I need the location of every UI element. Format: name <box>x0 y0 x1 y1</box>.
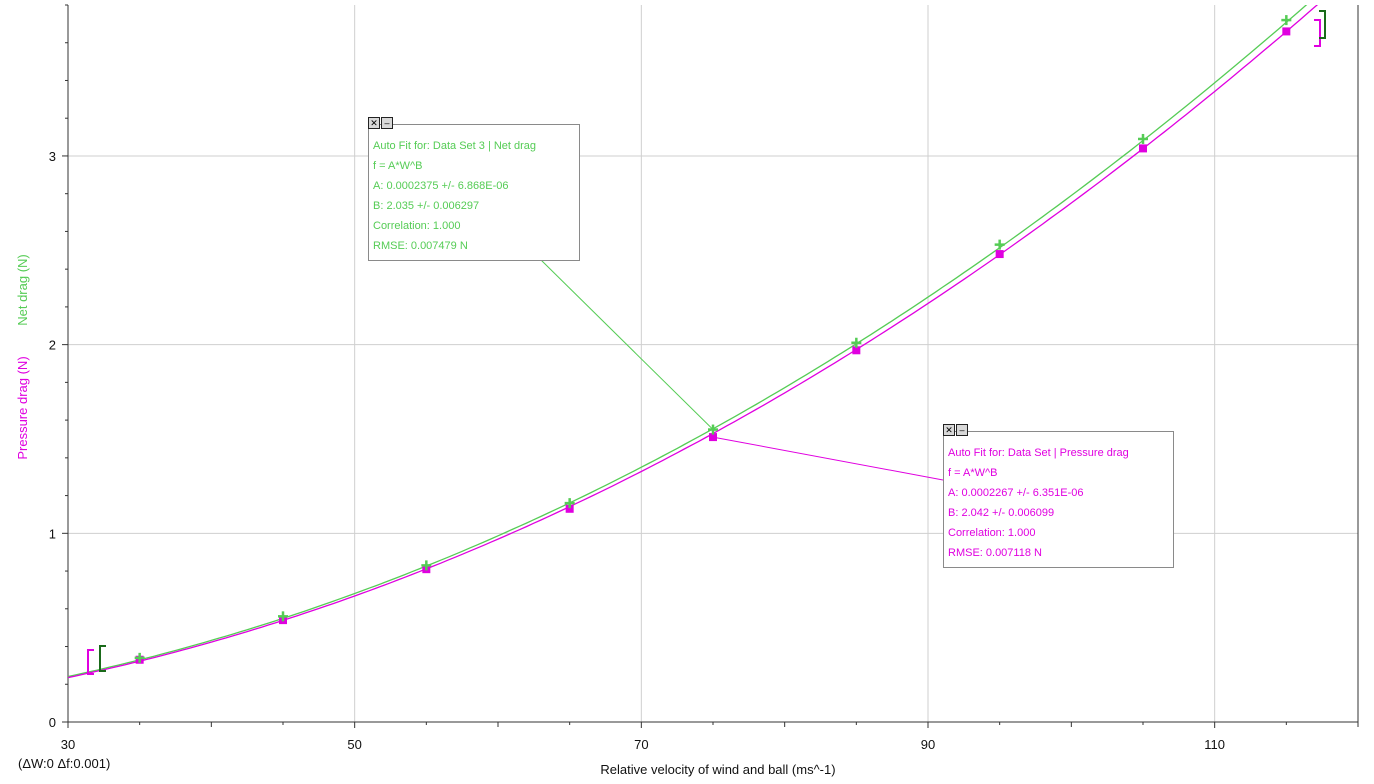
fit-title: Auto Fit for: Data Set | Pressure drag <box>948 447 1129 459</box>
fit-equation: f = A*W^B <box>948 467 998 479</box>
data-point-net-drag <box>278 611 288 622</box>
close-icon[interactable]: ✕ <box>943 424 955 436</box>
data-point-net-drag <box>1281 15 1292 26</box>
range-bracket <box>99 645 106 672</box>
tick-labels: 30 50 70 90 110 0 1 2 3 <box>49 149 1225 752</box>
data-points <box>134 15 1292 664</box>
range-bracket <box>1314 19 1321 47</box>
fit-param-b: B: 2.042 +/- 0.006099 <box>948 507 1055 519</box>
auto-fit-box-pressure-drag[interactable]: ✕ – Auto Fit for: Data Set | Pressure dr… <box>943 424 1174 568</box>
range-brackets <box>87 10 1326 675</box>
fit-connector <box>539 258 714 430</box>
y-tick-label: 1 <box>49 526 56 541</box>
fit-curve-pressure-drag <box>68 5 1319 679</box>
data-point-net-drag <box>851 337 862 348</box>
fit-correlation: Correlation: 1.000 <box>948 527 1036 539</box>
fit-param-a: A: 0.0002375 +/- 6.868E-06 <box>373 180 509 192</box>
fit-connector <box>712 436 944 481</box>
data-point-net-drag <box>994 239 1005 250</box>
y-tick-label: 2 <box>49 338 56 353</box>
fit-equation: f = A*W^B <box>373 160 423 172</box>
range-bracket <box>1319 10 1326 39</box>
auto-fit-box-net-drag[interactable]: ✕ – Auto Fit for: Data Set 3 | Net drag … <box>368 117 580 261</box>
fit-curve-net-drag <box>68 5 1308 678</box>
data-point-pressure-drag <box>565 504 574 513</box>
data-point-pressure-drag <box>1282 27 1291 36</box>
fit-rmse: RMSE: 0.007118 N <box>948 547 1042 559</box>
y-axis-title-pressure: Pressure drag (N) <box>15 356 30 459</box>
data-point-pressure-drag <box>995 250 1004 259</box>
x-axis-title: Relative velocity of wind and ball (ms^-… <box>600 762 835 777</box>
fit-curves <box>68 5 1319 679</box>
x-tick-label: 50 <box>347 737 361 752</box>
range-bracket <box>87 649 94 675</box>
fit-rmse: RMSE: 0.007479 N <box>373 240 468 252</box>
fit-connectors <box>539 258 944 481</box>
fit-correlation: Correlation: 1.000 <box>373 220 461 232</box>
x-tick-label: 90 <box>921 737 935 752</box>
grid <box>68 5 1358 722</box>
minimize-icon[interactable]: – <box>381 117 393 129</box>
data-point-pressure-drag <box>709 433 717 442</box>
y-tick-label: 0 <box>49 715 56 730</box>
status-delta-readout: (ΔW:0 Δf:0.001) <box>18 756 111 771</box>
fit-param-b: B: 2.035 +/- 0.006297 <box>373 200 480 212</box>
x-tick-label: 110 <box>1204 737 1225 752</box>
data-point-net-drag <box>708 424 718 435</box>
y-axis-title-net: Net drag (N) <box>15 254 30 326</box>
minimize-icon[interactable]: – <box>956 424 968 436</box>
data-point-pressure-drag <box>1139 144 1147 153</box>
y-tick-label: 3 <box>49 149 56 164</box>
data-point-net-drag <box>1138 133 1148 144</box>
data-point-net-drag <box>564 498 575 509</box>
data-point-net-drag <box>421 560 432 571</box>
x-tick-label: 30 <box>61 737 75 752</box>
data-point-net-drag <box>134 652 145 663</box>
data-point-pressure-drag <box>852 346 861 355</box>
axes <box>62 4 1359 728</box>
close-icon[interactable]: ✕ <box>368 117 380 129</box>
fit-title: Auto Fit for: Data Set 3 | Net drag <box>373 140 537 152</box>
fit-param-a: A: 0.0002267 +/- 6.351E-06 <box>948 487 1084 499</box>
x-tick-label: 70 <box>634 737 648 752</box>
